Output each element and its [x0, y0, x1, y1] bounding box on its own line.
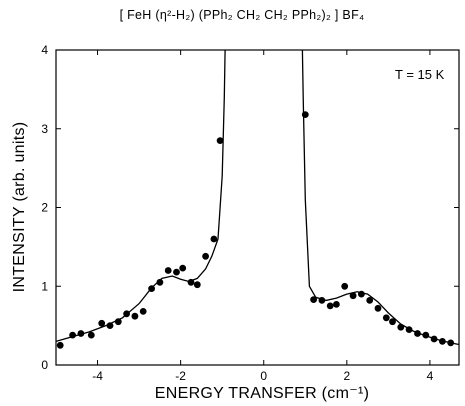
- data-point: [193, 281, 201, 289]
- data-point: [430, 335, 438, 343]
- data-point: [210, 235, 218, 243]
- x-tick-label: 0: [260, 369, 267, 383]
- data-point: [439, 338, 446, 345]
- data-point: [148, 285, 156, 292]
- x-axis-ticks: -4 -2 0 2 4: [92, 50, 434, 383]
- data-point: [139, 308, 147, 315]
- x-tick-label: -4: [92, 369, 103, 383]
- data-point: [366, 297, 374, 304]
- data-point: [98, 319, 106, 327]
- data-point: [187, 278, 195, 286]
- fit-curve: [55, 49, 460, 346]
- data-point: [56, 341, 64, 349]
- data-point: [69, 331, 76, 339]
- data-point: [310, 296, 317, 303]
- temperature-annotation: T = 15 K: [395, 67, 445, 82]
- x-tick-label: 4: [427, 369, 434, 383]
- y-tick-label: 2: [41, 201, 48, 215]
- data-point: [123, 310, 130, 318]
- fit-curve-segment: [301, 49, 460, 346]
- y-tick-label: 0: [41, 358, 48, 372]
- data-point: [374, 304, 382, 312]
- data-point: [156, 278, 164, 286]
- data-points: [56, 111, 455, 349]
- fit-curve-segment: [55, 49, 226, 343]
- data-point: [106, 322, 114, 329]
- data-point: [341, 282, 349, 290]
- data-point: [447, 339, 455, 347]
- y-axis-ticks: 0 1 2 3 4: [41, 43, 459, 372]
- data-point: [131, 312, 139, 320]
- data-point: [397, 323, 405, 331]
- chart-title: [ FeH (η²-H₂) (PPh₂ CH₂ CH₂ PPh₂)₂ ] BF₄: [120, 8, 365, 22]
- data-point: [301, 111, 309, 118]
- plot-frame: [55, 49, 460, 366]
- data-point: [216, 137, 224, 145]
- data-point: [326, 302, 334, 310]
- y-tick-label: 4: [41, 43, 48, 57]
- data-point: [389, 318, 396, 326]
- y-tick-label: 1: [41, 279, 48, 293]
- data-point: [349, 292, 357, 300]
- data-point: [114, 318, 122, 326]
- data-point: [422, 331, 430, 339]
- data-point: [382, 314, 390, 322]
- data-point: [164, 267, 172, 274]
- data-point: [202, 252, 210, 260]
- data-point: [333, 301, 340, 308]
- data-point: [179, 264, 187, 272]
- x-tick-label: -2: [175, 369, 186, 383]
- y-tick-label: 3: [41, 122, 48, 136]
- data-point: [414, 330, 421, 337]
- data-point: [173, 268, 180, 276]
- x-axis-label: ENERGY TRANSFER (cm⁻¹): [155, 385, 369, 402]
- data-point: [405, 326, 413, 333]
- data-point: [77, 330, 85, 337]
- y-axis-label: INTENSITY (arb. units): [11, 122, 28, 293]
- x-tick-label: 2: [343, 369, 350, 383]
- data-point: [358, 290, 365, 298]
- data-point: [87, 331, 95, 339]
- data-point: [318, 297, 326, 304]
